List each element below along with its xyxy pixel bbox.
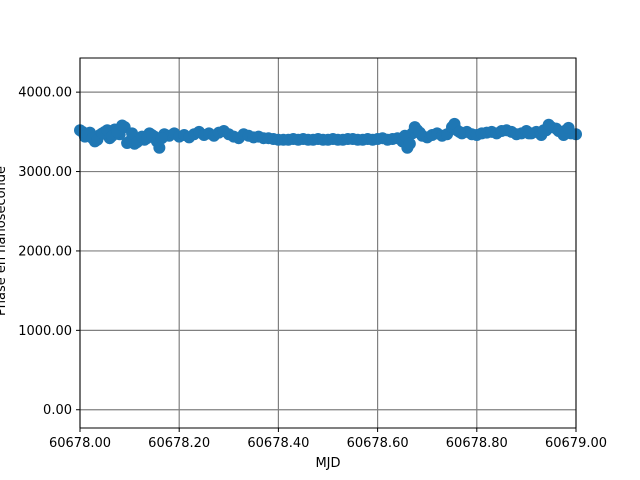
y-tick-label: 3000.00 <box>18 165 72 180</box>
data-point <box>413 126 426 139</box>
data-point <box>542 118 555 131</box>
data-point <box>116 119 129 132</box>
x-tick-label: 60679.00 <box>545 436 607 451</box>
data-point <box>155 132 168 145</box>
y-tick-label: 0.00 <box>43 403 72 418</box>
data-point <box>403 137 416 150</box>
data-point <box>453 125 466 138</box>
x-tick-label: 60678.20 <box>148 436 210 451</box>
data-point <box>522 127 535 140</box>
x-axis-label: MJD <box>315 456 340 471</box>
axes <box>79 57 577 429</box>
data-point <box>126 127 139 140</box>
plot-frame <box>79 57 577 429</box>
y-ticks: 0.00 1000.00 2000.00 3000.00 4000.00 <box>18 86 80 418</box>
x-ticks: 60678.00 60678.20 60678.40 60678.60 60678.80… <box>49 428 607 451</box>
x-tick-label: 60678.40 <box>247 436 309 451</box>
x-tick-label: 60678.80 <box>446 436 508 451</box>
x-tick-label: 60678.60 <box>347 436 409 451</box>
y-axis-label: Phase en nanoseconde <box>0 166 9 316</box>
data-point <box>121 136 134 149</box>
y-tick-label: 2000.00 <box>18 244 72 259</box>
y-tick-label: 4000.00 <box>18 86 72 101</box>
y-tick-label: 1000.00 <box>18 324 72 339</box>
x-tick-label: 60678.00 <box>49 436 111 451</box>
data-point <box>562 121 575 134</box>
